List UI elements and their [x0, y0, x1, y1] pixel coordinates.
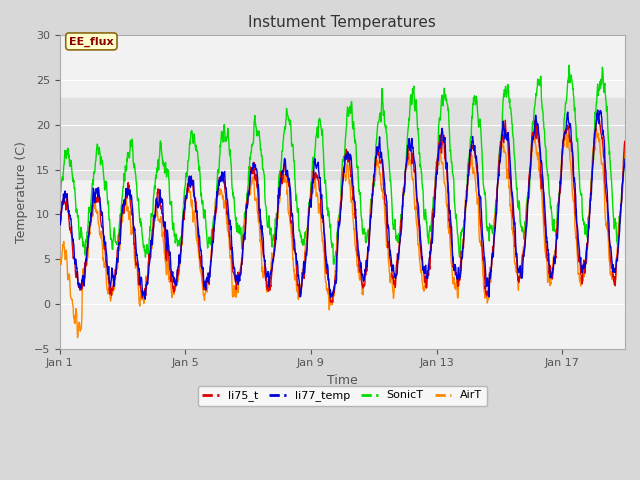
Y-axis label: Temperature (C): Temperature (C)	[15, 141, 28, 243]
Title: Instument Temperatures: Instument Temperatures	[248, 15, 436, 30]
Bar	[60, 98, 625, 179]
Legend: li75_t, li77_temp, SonicT, AirT: li75_t, li77_temp, SonicT, AirT	[198, 386, 487, 406]
X-axis label: Time: Time	[327, 374, 358, 387]
Text: EE_flux: EE_flux	[69, 36, 114, 47]
